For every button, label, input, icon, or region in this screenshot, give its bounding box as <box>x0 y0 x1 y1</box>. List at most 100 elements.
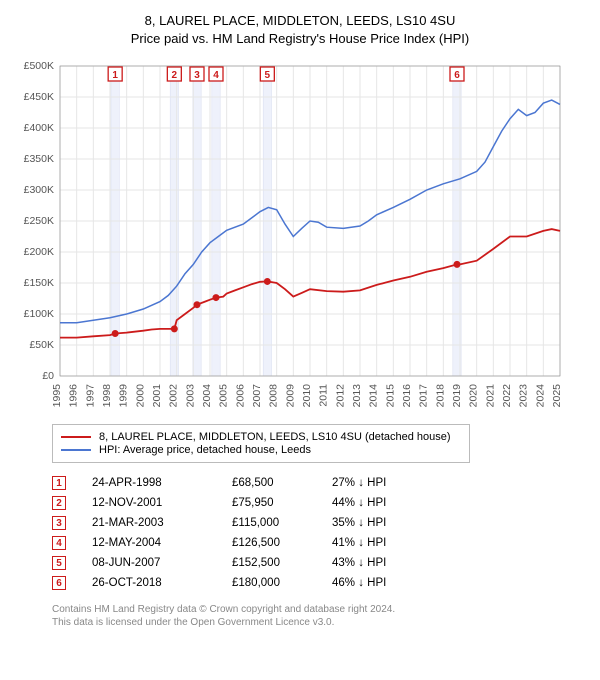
x-tick-label: 1999 <box>118 384 130 408</box>
row-date: 21-MAR-2003 <box>92 513 232 533</box>
title-block: 8, LAUREL PLACE, MIDDLETON, LEEDS, LS10 … <box>12 12 588 48</box>
row-delta: 43% ↓ HPI <box>332 553 432 573</box>
x-tick-label: 2015 <box>384 384 396 408</box>
x-tick-label: 2003 <box>184 384 196 408</box>
row-delta: 46% ↓ HPI <box>332 573 432 593</box>
row-price: £115,000 <box>232 513 332 533</box>
x-tick-label: 2007 <box>251 384 263 408</box>
y-tick-label: £0 <box>42 370 54 382</box>
x-tick-label: 2008 <box>268 384 280 408</box>
x-tick-label: 2006 <box>234 384 246 408</box>
x-tick-label: 1998 <box>101 384 113 408</box>
marker-number: 2 <box>172 70 178 81</box>
y-tick-label: £300K <box>24 184 54 196</box>
marker-number: 3 <box>194 70 200 81</box>
row-date: 12-NOV-2001 <box>92 493 232 513</box>
row-price: £75,950 <box>232 493 332 513</box>
table-row: 3 21-MAR-2003£115,00035% ↓ HPI <box>52 513 432 533</box>
row-delta: 35% ↓ HPI <box>332 513 432 533</box>
y-tick-label: £450K <box>24 91 54 103</box>
x-tick-label: 2021 <box>484 384 496 408</box>
x-tick-label: 2024 <box>534 384 546 408</box>
marker-number: 4 <box>213 70 219 81</box>
row-date: 08-JUN-2007 <box>92 553 232 573</box>
y-tick-label: £350K <box>24 153 54 165</box>
marker-number: 5 <box>265 70 271 81</box>
x-tick-label: 1997 <box>84 384 96 408</box>
price-chart: £0 £50K £100K £150K £200K £250K £300K £350K £400… <box>12 56 588 416</box>
row-price: £126,500 <box>232 533 332 553</box>
table-row: 5 08-JUN-2007£152,50043% ↓ HPI <box>52 553 432 573</box>
x-tick-label: 2005 <box>218 384 230 408</box>
transaction-dot <box>171 326 178 333</box>
transaction-dot <box>194 302 201 309</box>
y-tick-label: £400K <box>24 122 54 134</box>
legend-swatch-hpi <box>61 449 91 451</box>
transaction-dot <box>454 261 461 268</box>
marker-number: 6 <box>454 70 460 81</box>
row-delta: 27% ↓ HPI <box>332 473 432 493</box>
table-row: 6 26-OCT-2018£180,00046% ↓ HPI <box>52 573 432 593</box>
title-address: 8, LAUREL PLACE, MIDDLETON, LEEDS, LS10 … <box>12 12 588 30</box>
table-row: 4 12-MAY-2004£126,50041% ↓ HPI <box>52 533 432 553</box>
table-row: 2 12-NOV-2001£75,95044% ↓ HPI <box>52 493 432 513</box>
x-tick-label: 1995 <box>51 384 63 408</box>
x-tick-label: 2001 <box>151 384 163 408</box>
x-tick-label: 2023 <box>518 384 530 408</box>
license-text: Contains HM Land Registry data © Crown c… <box>52 603 588 629</box>
row-date: 12-MAY-2004 <box>92 533 232 553</box>
row-price: £152,500 <box>232 553 332 573</box>
row-marker-box: 2 <box>52 496 66 510</box>
table-row: 1 24-APR-1998£68,50027% ↓ HPI <box>52 473 432 493</box>
x-tick-label: 2022 <box>501 384 513 408</box>
x-tick-label: 2020 <box>468 384 480 408</box>
x-tick-label: 1996 <box>68 384 80 408</box>
x-tick-label: 2011 <box>318 384 330 407</box>
license-line2: This data is licensed under the Open Gov… <box>52 616 588 629</box>
row-delta: 41% ↓ HPI <box>332 533 432 553</box>
x-tick-label: 2018 <box>434 384 446 408</box>
legend-item-hpi: HPI: Average price, detached house, Leed… <box>61 444 461 456</box>
x-tick-label: 2017 <box>418 384 430 408</box>
license-line1: Contains HM Land Registry data © Crown c… <box>52 603 588 616</box>
legend-label-property: 8, LAUREL PLACE, MIDDLETON, LEEDS, LS10 … <box>99 431 451 443</box>
transaction-dot <box>213 294 220 301</box>
row-marker-box: 6 <box>52 576 66 590</box>
x-tick-label: 2002 <box>168 384 180 408</box>
transaction-dot <box>264 278 271 285</box>
legend: 8, LAUREL PLACE, MIDDLETON, LEEDS, LS10 … <box>52 424 470 463</box>
x-tick-label: 2009 <box>284 384 296 408</box>
y-tick-label: £250K <box>24 215 54 227</box>
y-tick-label: £150K <box>24 277 54 289</box>
y-tick-label: £100K <box>24 308 54 320</box>
row-date: 26-OCT-2018 <box>92 573 232 593</box>
x-tick-label: 2014 <box>368 384 380 408</box>
x-tick-label: 2004 <box>201 384 213 408</box>
y-tick-label: £50K <box>29 339 54 351</box>
y-tick-label: £200K <box>24 246 54 258</box>
legend-item-property: 8, LAUREL PLACE, MIDDLETON, LEEDS, LS10 … <box>61 431 461 443</box>
y-tick-label: £500K <box>24 60 54 72</box>
marker-number: 1 <box>112 70 118 81</box>
title-subtitle: Price paid vs. HM Land Registry's House … <box>12 30 588 48</box>
chart-svg: £0 £50K £100K £150K £200K £250K £300K £350K £400… <box>12 56 572 416</box>
row-delta: 44% ↓ HPI <box>332 493 432 513</box>
legend-swatch-property <box>61 436 91 438</box>
row-price: £180,000 <box>232 573 332 593</box>
legend-label-hpi: HPI: Average price, detached house, Leed… <box>99 444 311 456</box>
transactions-table: 1 24-APR-1998£68,50027% ↓ HPI 2 12-NOV-2001… <box>52 473 432 593</box>
x-tick-label: 2013 <box>351 384 363 408</box>
x-tick-label: 2010 <box>301 384 313 408</box>
x-tick-label: 2000 <box>134 384 146 408</box>
transaction-dot <box>112 330 119 337</box>
row-marker-box: 4 <box>52 536 66 550</box>
row-marker-box: 1 <box>52 476 66 490</box>
x-tick-label: 2012 <box>334 384 346 408</box>
row-price: £68,500 <box>232 473 332 493</box>
x-tick-label: 2025 <box>551 384 563 408</box>
row-marker-box: 3 <box>52 516 66 530</box>
x-tick-label: 2016 <box>401 384 413 408</box>
row-date: 24-APR-1998 <box>92 473 232 493</box>
x-tick-label: 2019 <box>451 384 463 408</box>
row-marker-box: 5 <box>52 556 66 570</box>
